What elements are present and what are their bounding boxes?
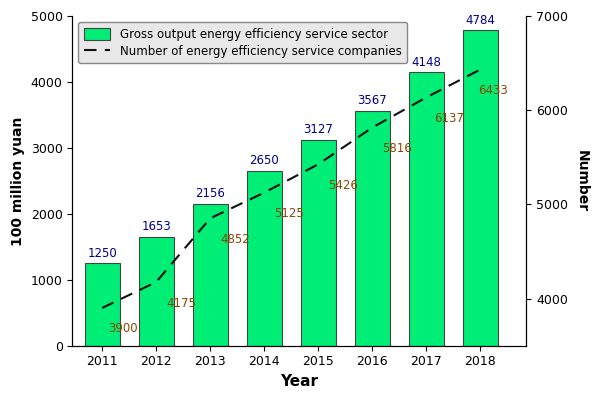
Text: 3567: 3567 <box>358 94 387 107</box>
Text: 2156: 2156 <box>195 187 225 200</box>
Bar <box>85 263 119 346</box>
Text: 1250: 1250 <box>87 247 117 260</box>
Bar <box>139 237 174 346</box>
Text: 6433: 6433 <box>478 84 508 97</box>
Y-axis label: Number: Number <box>575 150 589 212</box>
Text: 4148: 4148 <box>412 56 441 69</box>
Text: 4852: 4852 <box>220 233 250 246</box>
Legend: Gross output energy efficiency service sector, Number of energy efficiency servi: Gross output energy efficiency service s… <box>78 22 407 64</box>
Text: 6137: 6137 <box>434 112 464 125</box>
Text: 2650: 2650 <box>250 154 279 167</box>
Text: 5125: 5125 <box>274 207 304 220</box>
Text: 5426: 5426 <box>328 179 358 192</box>
Text: 4175: 4175 <box>166 296 196 310</box>
Text: 4784: 4784 <box>466 14 496 27</box>
Bar <box>355 110 390 346</box>
Bar <box>301 140 336 346</box>
Text: 1653: 1653 <box>141 220 171 233</box>
Bar <box>193 204 228 346</box>
Text: 3127: 3127 <box>304 123 333 136</box>
X-axis label: Year: Year <box>280 374 319 389</box>
Text: 5816: 5816 <box>382 142 412 155</box>
Bar <box>409 72 444 346</box>
Y-axis label: 100 million yuan: 100 million yuan <box>11 116 25 246</box>
Bar <box>247 171 282 346</box>
Text: 3900: 3900 <box>109 322 138 336</box>
Bar <box>463 30 498 346</box>
